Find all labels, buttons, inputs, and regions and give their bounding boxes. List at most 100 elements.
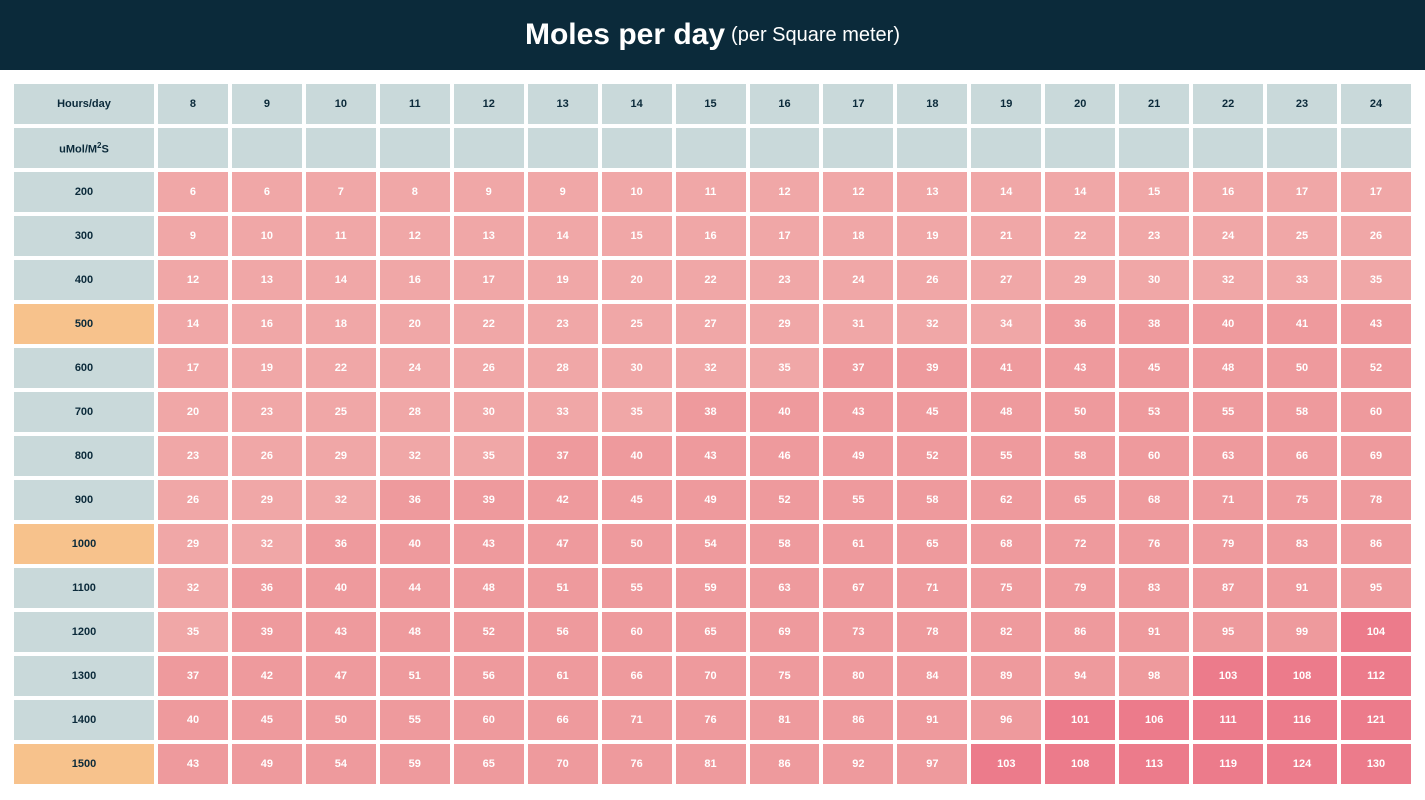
data-cell: 23 [158, 436, 228, 476]
data-cell: 29 [750, 304, 820, 344]
units-row-spacer [1267, 128, 1337, 168]
data-cell: 65 [676, 612, 746, 652]
data-cell: 52 [897, 436, 967, 476]
data-cell: 45 [897, 392, 967, 432]
units-row-spacer [823, 128, 893, 168]
data-cell: 91 [1267, 568, 1337, 608]
row-header: 1200 [14, 612, 154, 652]
data-cell: 70 [676, 656, 746, 696]
heatmap-table: Hours/day8910111213141516171819202122232… [10, 80, 1415, 788]
data-cell: 58 [1045, 436, 1115, 476]
data-cell: 29 [306, 436, 376, 476]
data-cell: 22 [306, 348, 376, 388]
data-cell: 38 [1119, 304, 1189, 344]
row-header: 400 [14, 260, 154, 300]
data-cell: 10 [602, 172, 672, 212]
table-head: Hours/day8910111213141516171819202122232… [14, 84, 1411, 168]
data-cell: 48 [1193, 348, 1263, 388]
data-cell: 32 [306, 480, 376, 520]
data-cell: 32 [1193, 260, 1263, 300]
table-row: 2006678991011121213141415161717 [14, 172, 1411, 212]
data-cell: 16 [676, 216, 746, 256]
data-cell: 11 [306, 216, 376, 256]
data-cell: 56 [528, 612, 598, 652]
data-cell: 81 [750, 700, 820, 740]
data-cell: 20 [158, 392, 228, 432]
data-cell: 63 [1193, 436, 1263, 476]
data-cell: 15 [602, 216, 672, 256]
column-header: 9 [232, 84, 302, 124]
heatmap-table-container: Hours/day8910111213141516171819202122232… [10, 80, 1415, 788]
column-header: 19 [971, 84, 1041, 124]
data-cell: 99 [1267, 612, 1337, 652]
data-cell: 52 [750, 480, 820, 520]
data-cell: 111 [1193, 700, 1263, 740]
data-cell: 68 [971, 524, 1041, 564]
title-bar: Moles per day (per Square meter) [0, 0, 1425, 70]
data-cell: 103 [1193, 656, 1263, 696]
data-cell: 71 [602, 700, 672, 740]
data-cell: 119 [1193, 744, 1263, 784]
row-header: 1500 [14, 744, 154, 784]
data-cell: 76 [1119, 524, 1189, 564]
data-cell: 112 [1341, 656, 1411, 696]
row-header: 500 [14, 304, 154, 344]
data-cell: 14 [306, 260, 376, 300]
data-cell: 26 [232, 436, 302, 476]
data-cell: 121 [1341, 700, 1411, 740]
data-cell: 55 [380, 700, 450, 740]
data-cell: 23 [1119, 216, 1189, 256]
data-cell: 24 [380, 348, 450, 388]
data-cell: 60 [602, 612, 672, 652]
data-cell: 69 [750, 612, 820, 652]
data-cell: 30 [454, 392, 524, 432]
title-sub: (per Square meter) [731, 24, 900, 47]
data-cell: 19 [528, 260, 598, 300]
data-cell: 89 [971, 656, 1041, 696]
data-cell: 35 [750, 348, 820, 388]
table-row: 11003236404448515559636771757983879195 [14, 568, 1411, 608]
data-cell: 91 [897, 700, 967, 740]
units-row-spacer [528, 128, 598, 168]
data-cell: 49 [232, 744, 302, 784]
data-cell: 94 [1045, 656, 1115, 696]
data-cell: 12 [380, 216, 450, 256]
data-cell: 50 [602, 524, 672, 564]
data-cell: 6 [232, 172, 302, 212]
data-cell: 14 [1045, 172, 1115, 212]
data-cell: 6 [158, 172, 228, 212]
data-cell: 59 [380, 744, 450, 784]
row-header: 900 [14, 480, 154, 520]
data-cell: 15 [1119, 172, 1189, 212]
data-cell: 81 [676, 744, 746, 784]
data-cell: 16 [232, 304, 302, 344]
column-header: 21 [1119, 84, 1189, 124]
data-cell: 25 [306, 392, 376, 432]
data-cell: 16 [380, 260, 450, 300]
data-cell: 17 [158, 348, 228, 388]
data-cell: 32 [380, 436, 450, 476]
data-cell: 40 [602, 436, 672, 476]
data-cell: 23 [528, 304, 598, 344]
data-cell: 44 [380, 568, 450, 608]
data-cell: 31 [823, 304, 893, 344]
data-cell: 51 [528, 568, 598, 608]
units-row-spacer [306, 128, 376, 168]
data-cell: 25 [1267, 216, 1337, 256]
data-cell: 23 [232, 392, 302, 432]
data-cell: 55 [971, 436, 1041, 476]
data-cell: 98 [1119, 656, 1189, 696]
data-cell: 91 [1119, 612, 1189, 652]
data-cell: 69 [1341, 436, 1411, 476]
data-cell: 32 [232, 524, 302, 564]
data-cell: 10 [232, 216, 302, 256]
data-cell: 86 [823, 700, 893, 740]
data-cell: 86 [1341, 524, 1411, 564]
data-cell: 52 [454, 612, 524, 652]
column-header: 13 [528, 84, 598, 124]
data-cell: 11 [676, 172, 746, 212]
data-cell: 35 [158, 612, 228, 652]
data-cell: 79 [1193, 524, 1263, 564]
data-cell: 40 [1193, 304, 1263, 344]
units-row-spacer [971, 128, 1041, 168]
